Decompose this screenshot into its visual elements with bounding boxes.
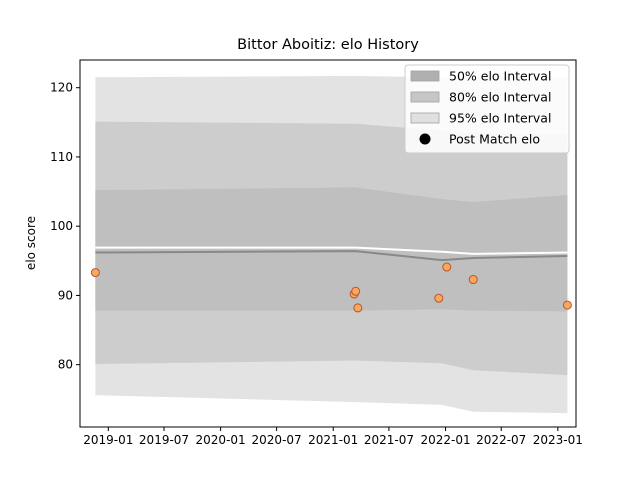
x-tick-label-3: 2020-07	[252, 433, 302, 447]
post-match-point-3	[353, 303, 363, 313]
series-line-mean	[95, 246, 568, 255]
y-axis-label: elo score	[24, 216, 38, 270]
y-tick-label-2: 100	[50, 219, 73, 233]
post-match-point-0	[90, 268, 100, 278]
legend-swatch-2	[410, 112, 440, 124]
post-match-point-6	[468, 275, 478, 285]
axes-frame	[79, 59, 577, 428]
legend-swatch-1	[410, 91, 440, 103]
x-tick-label-8: 2023-01	[533, 433, 583, 447]
legend-label-3: Post Match elo	[449, 132, 540, 147]
axes: 2019-01 2019-07 2020-01 2020-07 2021-01 2021-…	[50, 59, 583, 447]
y-tick-label-0: 80	[58, 358, 73, 372]
post-match-point-5	[442, 262, 452, 272]
legend-label-0: 50% elo Interval	[449, 69, 551, 84]
band-2	[95, 187, 568, 312]
x-tick-label-5: 2021-07	[364, 433, 414, 447]
legend-label-1: 80% elo Interval	[449, 90, 551, 105]
post-match-point-7	[562, 300, 572, 310]
x-tick-label-6: 2022-01	[420, 433, 470, 447]
post-match-point-4	[434, 293, 444, 303]
plot-area	[90, 75, 572, 414]
legend-marker-3	[419, 133, 431, 145]
legend-swatch-0	[410, 70, 440, 82]
legend-box	[404, 64, 570, 154]
x-tick-label-2: 2020-01	[196, 433, 246, 447]
y-tick-label-3: 110	[50, 150, 73, 164]
x-tick-label-7: 2022-07	[476, 433, 526, 447]
x-tick-label-1: 2019-07	[139, 433, 189, 447]
series-line-median	[95, 250, 568, 262]
x-tick-label-4: 2021-01	[308, 433, 358, 447]
post-match-point-2	[351, 286, 361, 296]
legend-label-2: 95% elo Interval	[449, 111, 551, 126]
y-tick-label-4: 120	[50, 81, 73, 95]
y-tick-label-1: 90	[58, 288, 73, 302]
legend: 50% elo Interval 80% elo Interval 95% elo …	[404, 64, 570, 154]
chart-title: Bittor Aboitiz: elo History	[237, 37, 419, 53]
x-tick-label-0: 2019-01	[83, 433, 133, 447]
